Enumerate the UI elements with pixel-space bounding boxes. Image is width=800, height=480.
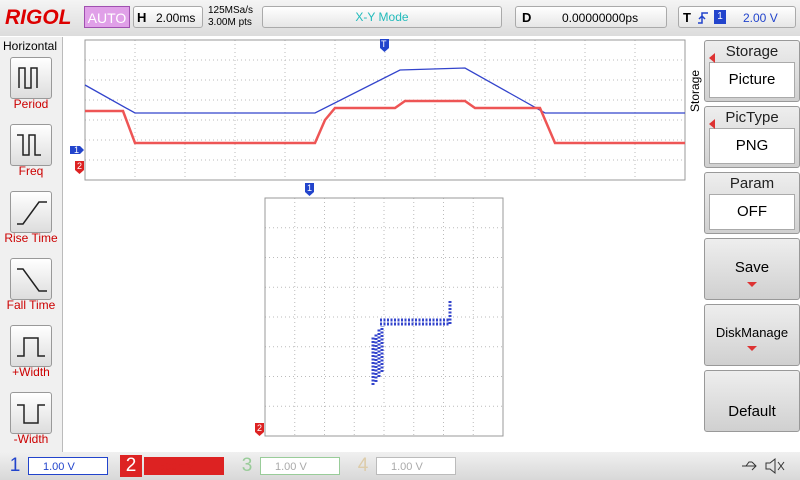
ch1-trace: [84, 67, 685, 114]
side-label-wrap: Storage: [686, 60, 702, 120]
xy-frame: [264, 197, 504, 437]
side-label: Storage: [688, 69, 702, 112]
channel-scale: 1.00 V: [260, 457, 340, 475]
channel-tab[interactable]: 4 1.00 V: [352, 455, 462, 477]
trigger-source: 1: [714, 10, 726, 24]
ch2-marker: 2: [77, 161, 82, 171]
measure-label[interactable]: Period: [13, 97, 49, 111]
status-icons: [742, 457, 785, 475]
measure-button[interactable]: [10, 57, 52, 99]
channel-tab[interactable]: 1 1.00 V: [4, 455, 114, 477]
measure-icon: [18, 67, 38, 89]
softkey[interactable]: PicType PNG: [704, 106, 800, 168]
softkey[interactable]: DiskManage: [704, 304, 800, 366]
softkey-label: Save: [734, 259, 770, 276]
brand: RIGOL: [5, 6, 72, 29]
measure-button[interactable]: [10, 392, 52, 434]
delay-box[interactable]: D 0.00000000ps: [515, 6, 667, 28]
left-menu: [0, 37, 63, 452]
channel-number: 4: [357, 455, 369, 476]
left-menu-title: Horizontal: [3, 39, 58, 53]
xy-ch1-marker-bg: [305, 183, 314, 196]
trigger-edge-icon: [698, 12, 708, 24]
softkey-title: PicType: [725, 109, 779, 126]
channel-tab[interactable]: 2 500mV: [120, 455, 230, 477]
measure-button[interactable]: [10, 124, 52, 166]
softkey-value: OFF: [709, 194, 795, 230]
trigger-marker-bg: [380, 39, 389, 52]
memory-depth: 3.00M pts: [208, 17, 252, 28]
softkey-label: DiskManage: [715, 325, 789, 340]
softkey-arrow: [709, 53, 715, 63]
trigger-label: T: [683, 10, 691, 25]
xy-ch1-marker: 1: [307, 183, 312, 193]
measure-label[interactable]: Freq: [18, 164, 44, 178]
trigger-marker: T: [381, 39, 387, 49]
measure-icon: [17, 404, 45, 424]
grid: [85, 40, 685, 436]
xy-ch2-marker-bg: [255, 423, 264, 436]
channel-number: 2: [120, 455, 142, 477]
ch2-marker-bg: [75, 161, 84, 174]
delay-label: D: [522, 10, 532, 25]
ch2-trace: [85, 99, 685, 145]
measure-icon: [17, 201, 47, 225]
trigger-level: 2.00 V: [743, 11, 778, 25]
display-mode: X-Y Mode: [262, 6, 502, 28]
ch1-marker-bg: [70, 146, 84, 154]
measure-button[interactable]: [10, 191, 52, 233]
softkey-title: Param: [729, 175, 775, 192]
channel-number: 1: [9, 455, 21, 476]
measure-label[interactable]: Rise Time: [4, 231, 58, 245]
channel-scale: 1.00 V: [376, 457, 456, 475]
measure-icon: [17, 268, 47, 292]
channel-scale: 500mV: [144, 457, 224, 475]
run-mode[interactable]: AUTO: [84, 6, 130, 28]
softkey-label: Default: [728, 403, 776, 420]
xy-trace: [371, 300, 452, 385]
softkey[interactable]: Default: [704, 370, 800, 432]
trigger-box[interactable]: T 1 2.00 V: [678, 6, 796, 28]
measure-button[interactable]: [10, 325, 52, 367]
measure-icon: [17, 337, 45, 357]
measure-button[interactable]: [10, 258, 52, 300]
acq-info: 125MSa/s 3.00M pts: [208, 5, 253, 29]
channel-number: 3: [241, 455, 253, 476]
softkey[interactable]: Save: [704, 238, 800, 300]
graticule-area: 1 2 T 1 2: [70, 39, 686, 437]
timebase-label: H: [137, 10, 147, 25]
softkey-title: Storage: [725, 43, 779, 60]
measure-label[interactable]: +Width: [12, 365, 50, 379]
softkey-arrow: [747, 282, 757, 287]
softkey[interactable]: Storage Picture: [704, 40, 800, 102]
delay: 0.00000000ps: [562, 11, 639, 25]
softkey-value: PNG: [709, 128, 795, 164]
softkey-arrow: [747, 346, 757, 351]
channel-tab[interactable]: 3 1.00 V: [236, 455, 346, 477]
channel-scale: 1.00 V: [28, 457, 108, 475]
measure-label[interactable]: Fall Time: [6, 298, 56, 312]
softkey-arrow: [709, 119, 715, 129]
sample-rate: 125MSa/s: [208, 5, 254, 16]
measure-icon: [17, 134, 41, 156]
softkey-value: Picture: [709, 62, 795, 98]
softkey[interactable]: Param OFF: [704, 172, 800, 234]
xy-ch2-marker: 2: [257, 423, 262, 433]
measure-label[interactable]: -Width: [13, 432, 49, 446]
timebase: 2.00ms: [156, 11, 196, 25]
timebase-box[interactable]: H 2.00ms: [133, 6, 203, 28]
ch1-marker: 1: [74, 145, 79, 155]
